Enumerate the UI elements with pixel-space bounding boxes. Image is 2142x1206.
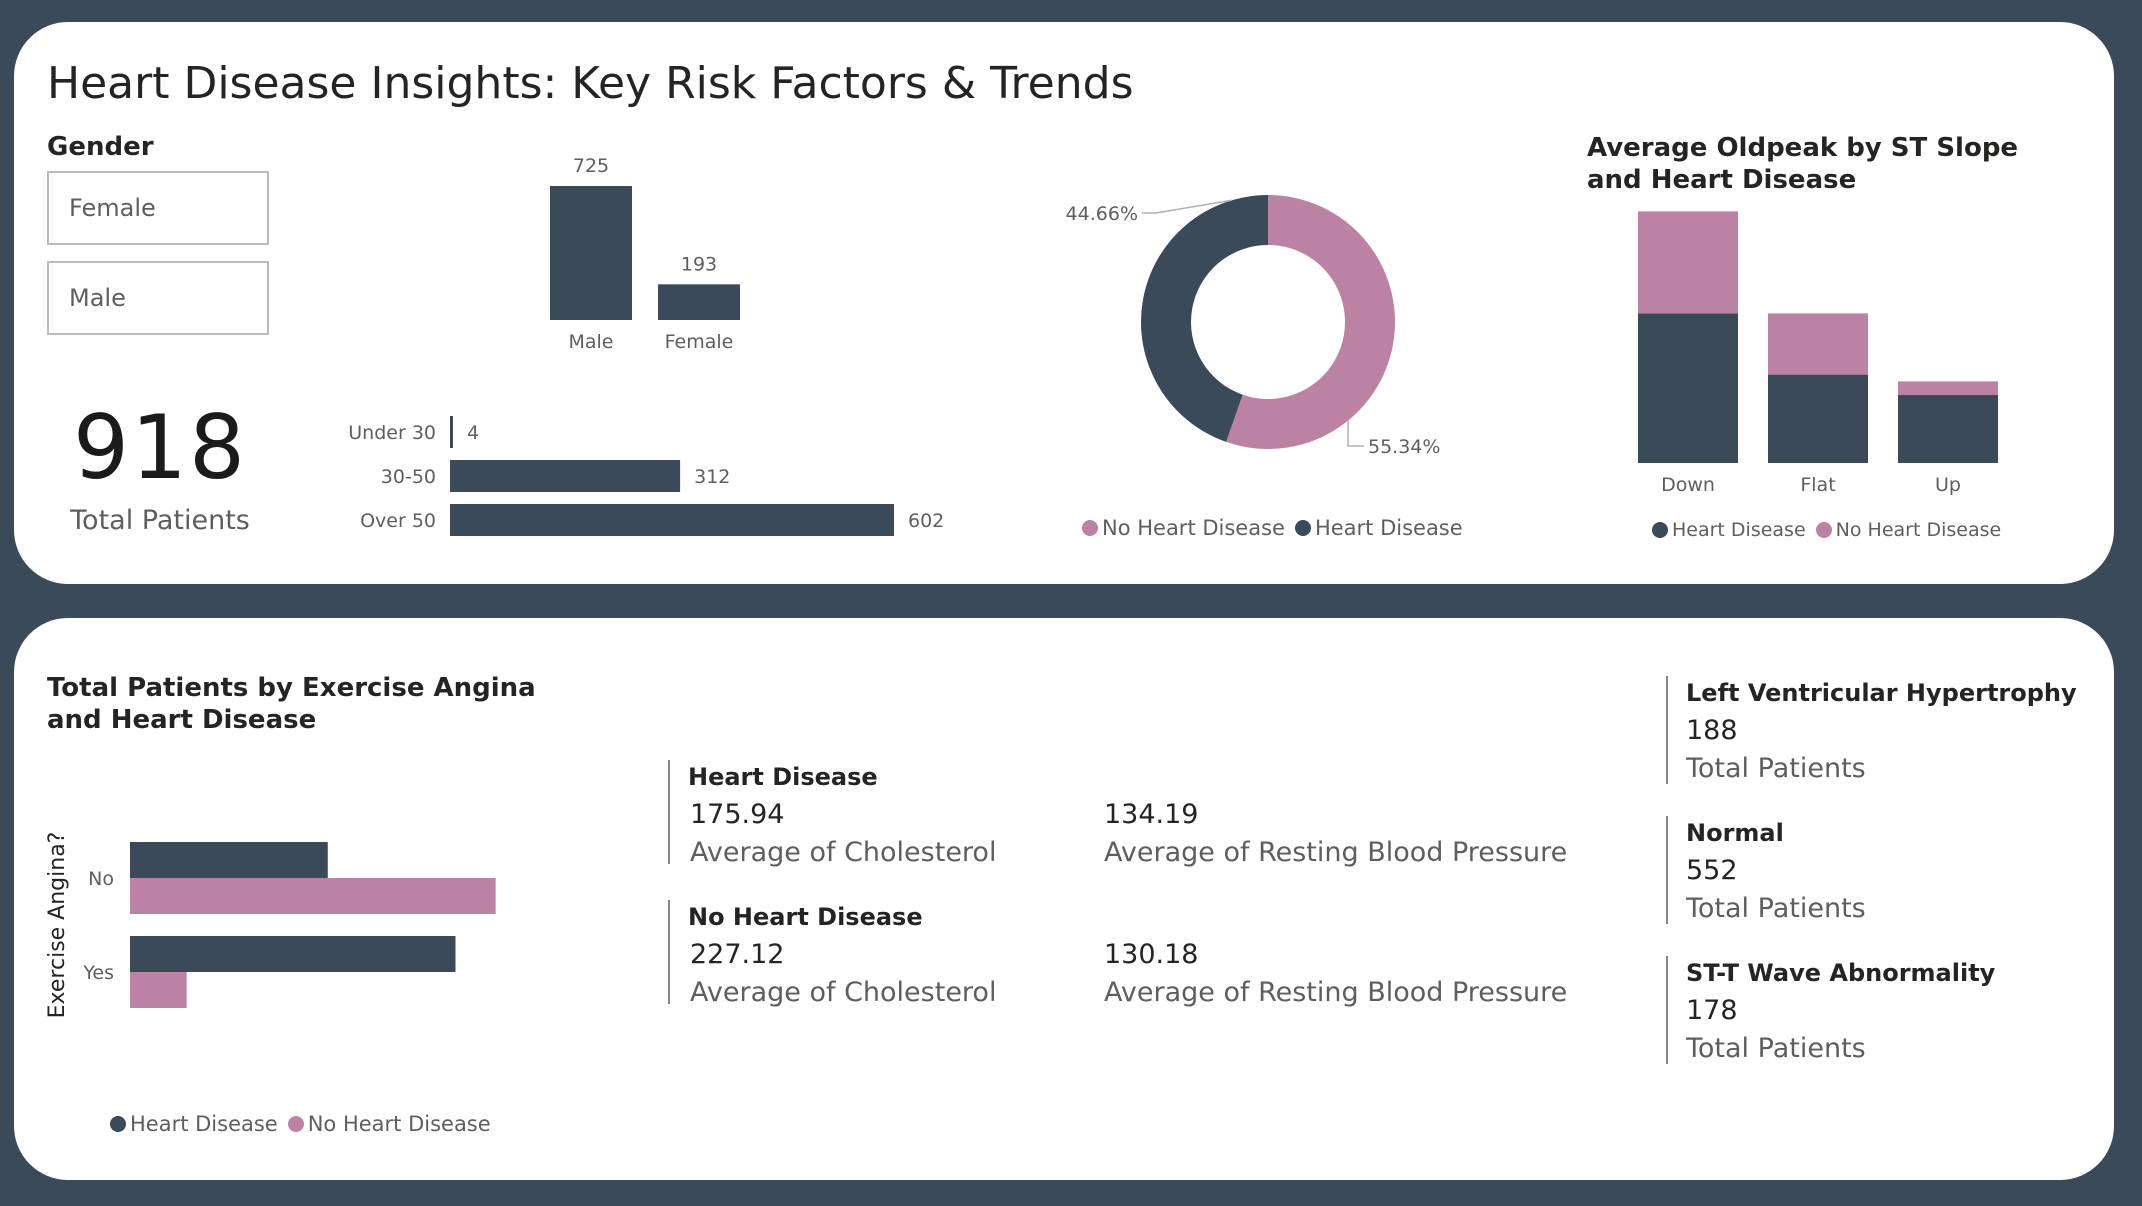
gender-bar (658, 284, 740, 320)
angina-axis-title: Exercise Angina? (45, 832, 70, 1019)
oldpeak-bar-heart-disease (1898, 395, 1998, 463)
gender-data-label: 193 (681, 253, 717, 275)
ecg-card-title: Normal (1686, 819, 1784, 847)
avg-resting-bp-value: 130.18 (1104, 939, 1199, 970)
age-category-label: 30-50 (381, 466, 436, 488)
gender-bar-chart: 725 Male 193 Female (550, 155, 740, 353)
top-panel (14, 22, 2114, 584)
age-bar (450, 416, 453, 448)
legend-label-no-heart-disease: No Heart Disease (307, 1112, 491, 1136)
age-category-label: Over 50 (360, 510, 436, 532)
age-category-label: Under 30 (348, 422, 436, 444)
oldpeak-category-label: Flat (1800, 474, 1835, 496)
donut-leader-line (1347, 420, 1364, 447)
angina-category-label: No (88, 868, 114, 890)
legend-label-heart-disease: Heart Disease (1314, 516, 1463, 540)
ecg-card-lvh: Left Ventricular Hypertrophy 188 Total P… (1666, 676, 2106, 784)
age-data-label: 4 (467, 422, 479, 444)
legend-label-heart-disease: Heart Disease (130, 1112, 278, 1136)
oldpeak-bar-heart-disease (1638, 313, 1738, 463)
age-bar (450, 460, 681, 492)
exercise-angina-chart-title: Total Patients by Exercise Angina and He… (47, 673, 536, 735)
oldpeak-bar-no-heart-disease (1768, 313, 1868, 375)
gender-option-male[interactable]: Male (47, 261, 269, 335)
stats-row-heart-disease: Heart Disease 175.94 Average of Choleste… (668, 760, 1567, 868)
oldpeak-stacked-chart: Down Flat Up (1638, 211, 1998, 496)
gender-category-label: Male (568, 331, 613, 353)
stats-row-title: Heart Disease (688, 763, 878, 791)
total-patients-value: 918 (73, 396, 247, 499)
age-group-bar-chart: Under 30 4 30-50 312 Over 50 602 (348, 416, 944, 536)
oldpeak-category-label: Up (1935, 474, 1961, 496)
angina-bar-no-heart-disease (130, 878, 496, 914)
total-patients-label: Total Patients (70, 505, 250, 536)
stats-row-no-heart-disease: No Heart Disease 227.12 Average of Chole… (668, 900, 1567, 1008)
exercise-angina-bar-chart: Exercise Angina? No Yes (45, 832, 496, 1019)
legend-dot-no-heart-disease (287, 1116, 304, 1132)
avg-cholesterol-value: 175.94 (690, 799, 785, 830)
avg-cholesterol-value: 227.12 (690, 939, 785, 970)
donut-slice-no-heart-disease (1226, 195, 1395, 449)
ecg-card-value: 552 (1686, 855, 1738, 886)
gender-slicer-header: Gender (47, 132, 154, 162)
oldpeak-chart-title: Average Oldpeak by ST Slope and Heart Di… (1587, 133, 2019, 195)
legend-dot-heart-disease (1294, 520, 1311, 536)
ecg-card-label: Total Patients (1686, 753, 1866, 784)
ecg-card-value: 178 (1686, 995, 1738, 1026)
gender-bar (550, 186, 632, 320)
ecg-card-st-t: ST-T Wave Abnormality 178 Total Patients (1666, 956, 2106, 1064)
donut-leader-line (1142, 199, 1232, 214)
legend-dot-no-heart-disease (1082, 520, 1098, 536)
ecg-card-title: Left Ventricular Hypertrophy (1686, 679, 2077, 707)
legend-label-heart-disease: Heart Disease (1672, 519, 1806, 541)
legend-label-no-heart-disease: No Heart Disease (1102, 516, 1285, 540)
stats-row-title: No Heart Disease (688, 903, 923, 931)
ecg-card-value: 188 (1686, 715, 1738, 746)
oldpeak-bar-heart-disease (1768, 374, 1868, 463)
angina-bar-no-heart-disease (130, 972, 187, 1008)
gender-data-label: 725 (573, 155, 609, 177)
age-bar (450, 504, 894, 536)
angina-category-label: Yes (82, 962, 114, 984)
donut-data-label: 44.66% (1066, 203, 1138, 225)
avg-resting-bp-label: Average of Resting Blood Pressure (1104, 977, 1568, 1008)
legend-dot-heart-disease (110, 1116, 126, 1132)
oldpeak-legend: Heart Disease No Heart Disease (1652, 519, 2001, 541)
heart-disease-donut-chart: 55.34% 44.66% (1066, 195, 1440, 458)
avg-cholesterol-label: Average of Cholesterol (690, 837, 997, 868)
age-data-label: 602 (908, 510, 944, 532)
avg-cholesterol-label: Average of Cholesterol (690, 977, 997, 1008)
legend-dot-heart-disease (1652, 522, 1668, 538)
angina-legend: Heart Disease No Heart Disease (110, 1112, 491, 1136)
avg-resting-bp-label: Average of Resting Blood Pressure (1104, 837, 1568, 868)
gender-option-female[interactable]: Female (47, 171, 269, 245)
ecg-card-title: ST-T Wave Abnormality (1686, 959, 1996, 987)
oldpeak-category-label: Down (1661, 474, 1715, 496)
legend-dot-no-heart-disease (1815, 522, 1832, 538)
donut-slice-heart-disease (1141, 195, 1268, 442)
oldpeak-bar-no-heart-disease (1898, 381, 1998, 395)
ecg-card-label: Total Patients (1686, 893, 1866, 924)
ecg-card-label: Total Patients (1686, 1033, 1866, 1064)
legend-label-no-heart-disease: No Heart Disease (1835, 519, 2002, 541)
avg-resting-bp-value: 134.19 (1104, 799, 1199, 830)
donut-data-label: 55.34% (1368, 436, 1440, 458)
gender-category-label: Female (665, 331, 734, 353)
angina-bar-heart-disease (130, 842, 328, 878)
donut-legend: No Heart Disease Heart Disease (1082, 516, 1463, 540)
page-title: Heart Disease Insights: Key Risk Factors… (47, 58, 1134, 109)
age-data-label: 312 (694, 466, 730, 488)
ecg-card-normal: Normal 552 Total Patients (1666, 816, 2106, 924)
angina-bar-heart-disease (130, 936, 456, 972)
oldpeak-bar-no-heart-disease (1638, 211, 1738, 314)
